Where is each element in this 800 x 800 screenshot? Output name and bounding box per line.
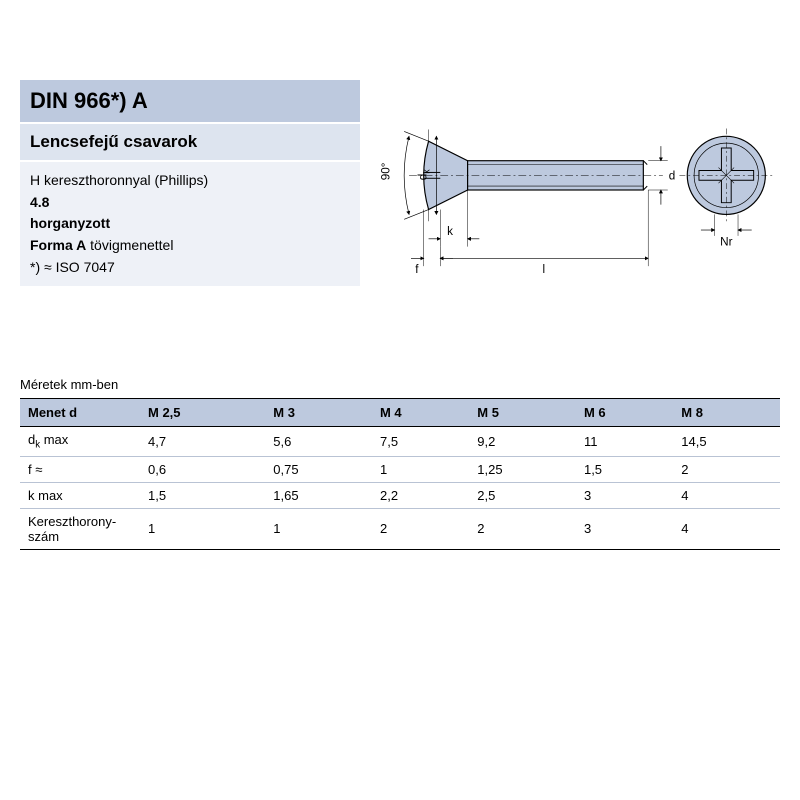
svg-text:90°: 90° <box>380 163 393 181</box>
table-caption: Méretek mm-ben <box>20 377 780 392</box>
cell: 5,6 <box>265 427 372 457</box>
dimensions-table-section: Méretek mm-ben Menet d M 2,5 M 3 M 4 M 5… <box>20 377 780 550</box>
col-header: M 5 <box>469 399 576 427</box>
cell: 1 <box>372 456 469 482</box>
cell: 2 <box>469 508 576 549</box>
f-dimension: f <box>411 210 453 276</box>
screw-top-view: Nr <box>679 129 773 249</box>
desc-line-coating: horganyzott <box>30 213 350 235</box>
cell: 1,5 <box>140 482 265 508</box>
col-header: M 2,5 <box>140 399 265 427</box>
l-dimension: l <box>440 190 648 276</box>
table-row: f ≈0,60,7511,251,52 <box>20 456 780 482</box>
col-header: M 3 <box>265 399 372 427</box>
svg-text:Nr: Nr <box>720 236 732 249</box>
desc-line-form: Forma A tövigmenettel <box>30 235 350 257</box>
svg-text:k: k <box>447 225 453 238</box>
cell: 1 <box>265 508 372 549</box>
row-label: dk max <box>20 427 140 457</box>
table-row: k max1,51,652,22,534 <box>20 482 780 508</box>
cell: 1,5 <box>576 456 673 482</box>
dimensions-table: Menet d M 2,5 M 3 M 4 M 5 M 6 M 8 dk max… <box>20 398 780 550</box>
svg-text:dk: dk <box>417 169 432 181</box>
cell: 9,2 <box>469 427 576 457</box>
cell: 1,25 <box>469 456 576 482</box>
row-label: f ≈ <box>20 456 140 482</box>
info-panel: DIN 966*) A Lencsefejű csavarok H keresz… <box>20 80 360 305</box>
description-block: H kereszthoronnyal (Phillips) 4.8 horgan… <box>20 162 360 286</box>
svg-text:f: f <box>415 263 419 276</box>
standard-title: DIN 966*) A <box>20 80 360 124</box>
col-header: M 8 <box>673 399 780 427</box>
cell: 4 <box>673 508 780 549</box>
screw-side-view <box>409 141 663 209</box>
cell: 2,2 <box>372 482 469 508</box>
svg-text:d: d <box>669 169 676 182</box>
cell: 4,7 <box>140 427 265 457</box>
row-label: k max <box>20 482 140 508</box>
product-name: Lencsefejű csavarok <box>20 124 360 162</box>
desc-line-iso: *) ≈ ISO 7047 <box>30 257 350 279</box>
desc-line-grade: 4.8 <box>30 192 350 214</box>
cell: 1,65 <box>265 482 372 508</box>
svg-text:l: l <box>542 263 545 276</box>
cell: 11 <box>576 427 673 457</box>
row-label: Kereszthorony-szám <box>20 508 140 549</box>
cell: 0,75 <box>265 456 372 482</box>
cell: 2 <box>673 456 780 482</box>
cell: 14,5 <box>673 427 780 457</box>
cell: 4 <box>673 482 780 508</box>
col-header: Menet d <box>20 399 140 427</box>
desc-line-phillips: H kereszthoronnyal (Phillips) <box>30 170 350 192</box>
cell: 0,6 <box>140 456 265 482</box>
table-row: dk max4,75,67,59,21114,5 <box>20 427 780 457</box>
cell: 1 <box>140 508 265 549</box>
col-header: M 6 <box>576 399 673 427</box>
cell: 2 <box>372 508 469 549</box>
cell: 3 <box>576 482 673 508</box>
cell: 2,5 <box>469 482 576 508</box>
cell: 3 <box>576 508 673 549</box>
table-header-row: Menet d M 2,5 M 3 M 4 M 5 M 6 M 8 <box>20 399 780 427</box>
col-header: M 4 <box>372 399 469 427</box>
cell: 7,5 <box>372 427 469 457</box>
technical-drawing: 90° dk k <box>370 80 780 305</box>
table-row: Kereszthorony-szám112234 <box>20 508 780 549</box>
